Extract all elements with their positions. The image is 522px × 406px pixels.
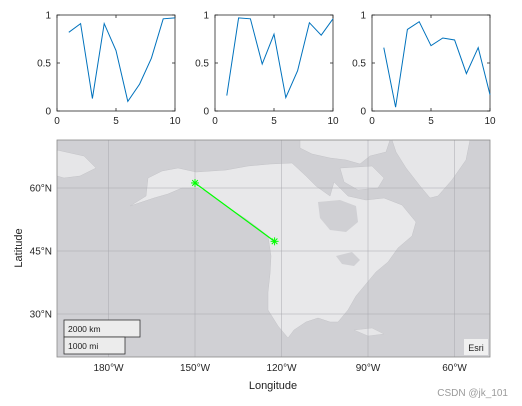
line-chart-3: 0 5 10 0 0.5 1 xyxy=(352,11,496,128)
scale-bar-mi xyxy=(63,336,126,355)
hudson-bay xyxy=(318,200,358,232)
scale-bar-mi-label: 1000 mi xyxy=(68,341,98,351)
map-frame xyxy=(56,139,491,358)
route-marker xyxy=(191,179,199,187)
x-tick-label: 0 xyxy=(54,116,60,127)
scale-bar-km-label: 2000 km xyxy=(68,324,101,334)
y-tick-label: 0 xyxy=(45,107,51,118)
lat-tick-label: 30°N xyxy=(30,310,52,321)
lon-tick-label: 60°W xyxy=(442,363,467,374)
greenland-landmass xyxy=(391,139,471,199)
x-tick-label: 5 xyxy=(271,116,277,127)
lat-tick-label: 45°N xyxy=(30,247,52,258)
series-line xyxy=(226,17,334,100)
lon-tick-label: 180°W xyxy=(93,363,124,374)
scale-bar: 2000 km 1000 mi xyxy=(63,319,141,355)
attribution-box xyxy=(464,339,488,355)
x-tick-label: 5 xyxy=(113,116,119,127)
lon-tick-label: 90°W xyxy=(356,363,381,374)
y-tick-label: 1 xyxy=(45,11,51,22)
route-markers xyxy=(191,178,279,246)
y-tick-label: 0.5 xyxy=(352,59,366,70)
route-marker xyxy=(271,238,278,245)
route-line xyxy=(194,182,275,242)
lon-tick-label: 150°W xyxy=(180,363,211,374)
x-tick-label: 10 xyxy=(169,116,181,127)
cuba xyxy=(353,327,385,337)
map-gridlines xyxy=(57,140,490,357)
plot-frame xyxy=(56,14,176,112)
series-line xyxy=(68,17,176,103)
line-chart-1: 0 5 10 0 0.5 1 xyxy=(37,11,181,128)
y-tick-label: 1 xyxy=(360,11,366,22)
y-tick-label: 0 xyxy=(203,107,209,118)
lat-tick-label: 60°N xyxy=(30,184,52,195)
x-axis-label: Longitude xyxy=(249,380,297,392)
plot-frame xyxy=(371,14,491,112)
y-axis-label: Latitude xyxy=(13,228,25,267)
x-tick-label: 10 xyxy=(327,116,339,127)
line-chart-2: 0 5 10 0 0.5 1 xyxy=(195,11,339,128)
great-lakes xyxy=(336,252,360,266)
y-tick-label: 0.5 xyxy=(37,59,51,70)
y-tick-label: 0 xyxy=(360,107,366,118)
series-line xyxy=(383,20,491,108)
map-tick-labels: 180°W 150°W 120°W 90°W 60°W 30°N 45°N 60°N xyxy=(30,184,468,375)
y-tick-label: 0.5 xyxy=(195,59,209,70)
attribution-text: Esri xyxy=(468,343,484,353)
x-tick-label: 0 xyxy=(369,116,375,127)
lon-tick-label: 120°W xyxy=(266,363,297,374)
watermark: CSDN @jk_101 xyxy=(437,388,508,399)
geo-map: 2000 km 1000 mi Esri 180°W 150°W 120°W 90°W… xyxy=(13,139,491,392)
y-tick-label: 1 xyxy=(203,11,209,22)
x-tick-label: 10 xyxy=(484,116,496,127)
x-tick-label: 0 xyxy=(212,116,218,127)
plot-frame xyxy=(214,14,334,112)
x-tick-label: 5 xyxy=(428,116,434,127)
